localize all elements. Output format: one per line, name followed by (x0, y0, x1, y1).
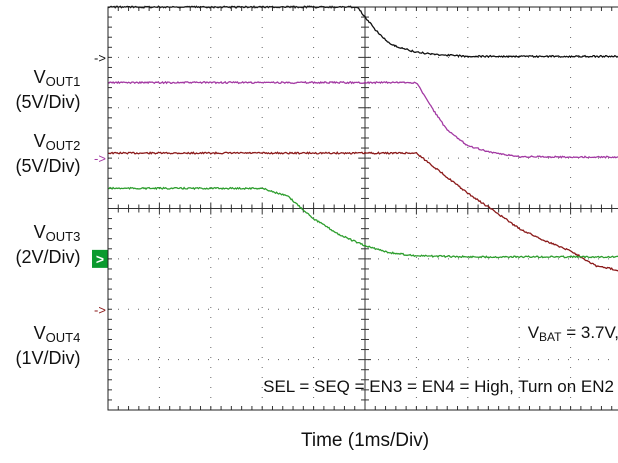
ground-marker-1: -> (94, 302, 106, 317)
channel-name-main: V (34, 67, 46, 87)
channel-name-2: VOUT2 (34, 131, 81, 153)
vbat-annotation: VBAT = 3.7V, (528, 323, 618, 344)
conditions-annotation: SEL = SEQ = EN3 = EN4 = High, Turn on EN… (263, 377, 614, 396)
plot-frame (107, 6, 618, 411)
channel-name-1: VOUT1 (34, 67, 81, 89)
channel-name-main: V (34, 131, 46, 151)
channel-name-3: VOUT3 (34, 222, 81, 244)
trace-vout1 (107, 151, 618, 272)
ground-marker-2: > (96, 251, 104, 267)
channel-scale-2: (5V/Div) (15, 156, 80, 176)
channel-scale-4: (1V/Div) (15, 348, 80, 368)
vbat-value: = 3.7V, (561, 323, 618, 342)
vbat-subscript: BAT (539, 330, 562, 344)
channel-name-subscript: OUT2 (46, 138, 81, 153)
marker-layer: -> > -> -> (92, 50, 108, 317)
channel-name-4: VOUT4 (34, 323, 81, 345)
channel-scale-1: (5V/Div) (15, 92, 80, 112)
trace-vout3 (107, 80, 618, 159)
channel-label-layer: VOUT1(5V/Div)VOUT2(5V/Div)VOUT3(2V/Div)V… (15, 67, 80, 368)
channel-name-subscript: OUT3 (46, 229, 81, 244)
ground-marker-highlight (92, 249, 108, 268)
x-axis-label: Time (1ms/Div) (301, 430, 429, 451)
ground-marker-4: -> (94, 50, 106, 65)
trace-vout2 (107, 186, 618, 259)
channel-scale-3: (2V/Div) (15, 247, 80, 267)
ticks-layer (107, 6, 613, 411)
ground-marker-3: -> (94, 151, 106, 166)
trace-vout4 (107, 5, 618, 59)
channel-name-main: V (34, 222, 46, 242)
channel-name-subscript: OUT1 (46, 74, 81, 89)
channel-name-main: V (34, 323, 46, 343)
channel-name-subscript: OUT4 (46, 330, 81, 345)
vbat-main: V (528, 323, 540, 342)
trace-layer (107, 5, 618, 272)
